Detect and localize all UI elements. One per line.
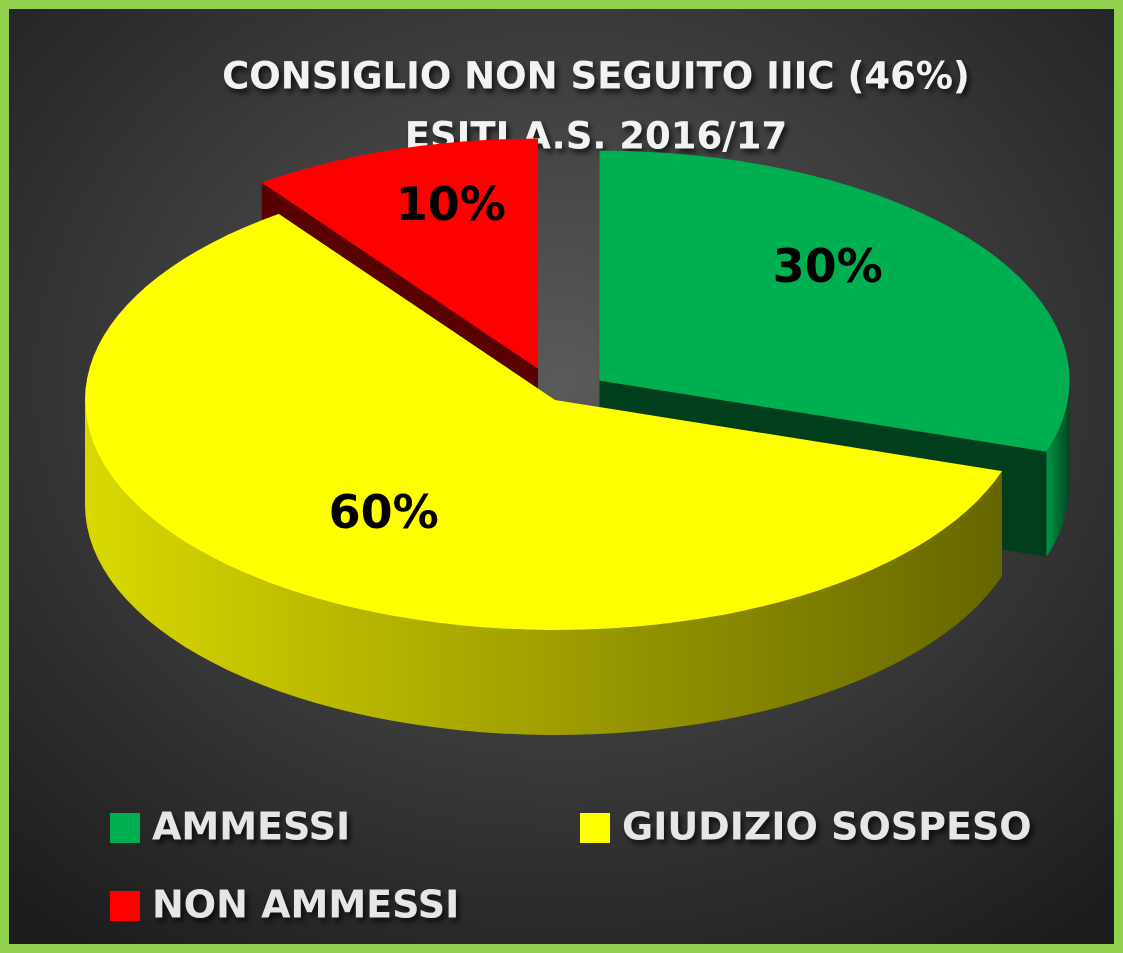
legend-swatch xyxy=(110,813,140,843)
legend-swatch xyxy=(110,891,140,921)
data-label: 60% xyxy=(329,485,439,539)
slice xyxy=(599,150,1070,452)
slice-side xyxy=(1046,380,1070,557)
data-label: 10% xyxy=(396,177,506,231)
legend-label: GIUDIZIO SOSPESO xyxy=(622,805,1032,849)
data-label: 30% xyxy=(773,239,883,293)
chart-title: CONSIGLIO NON SEGUITO IIIC (46%) xyxy=(222,55,970,98)
slice-side xyxy=(85,400,1002,735)
legend-label: AMMESSI xyxy=(152,805,350,849)
legend-swatch xyxy=(580,813,610,843)
slice xyxy=(261,138,538,369)
legend-label: NON AMMESSI xyxy=(152,883,459,927)
legend: AMMESSI GIUDIZIO SOSPESO NON AMMESSI xyxy=(110,805,1032,927)
pie: 30% 60% 10% xyxy=(85,138,1070,735)
slice xyxy=(85,213,1002,630)
